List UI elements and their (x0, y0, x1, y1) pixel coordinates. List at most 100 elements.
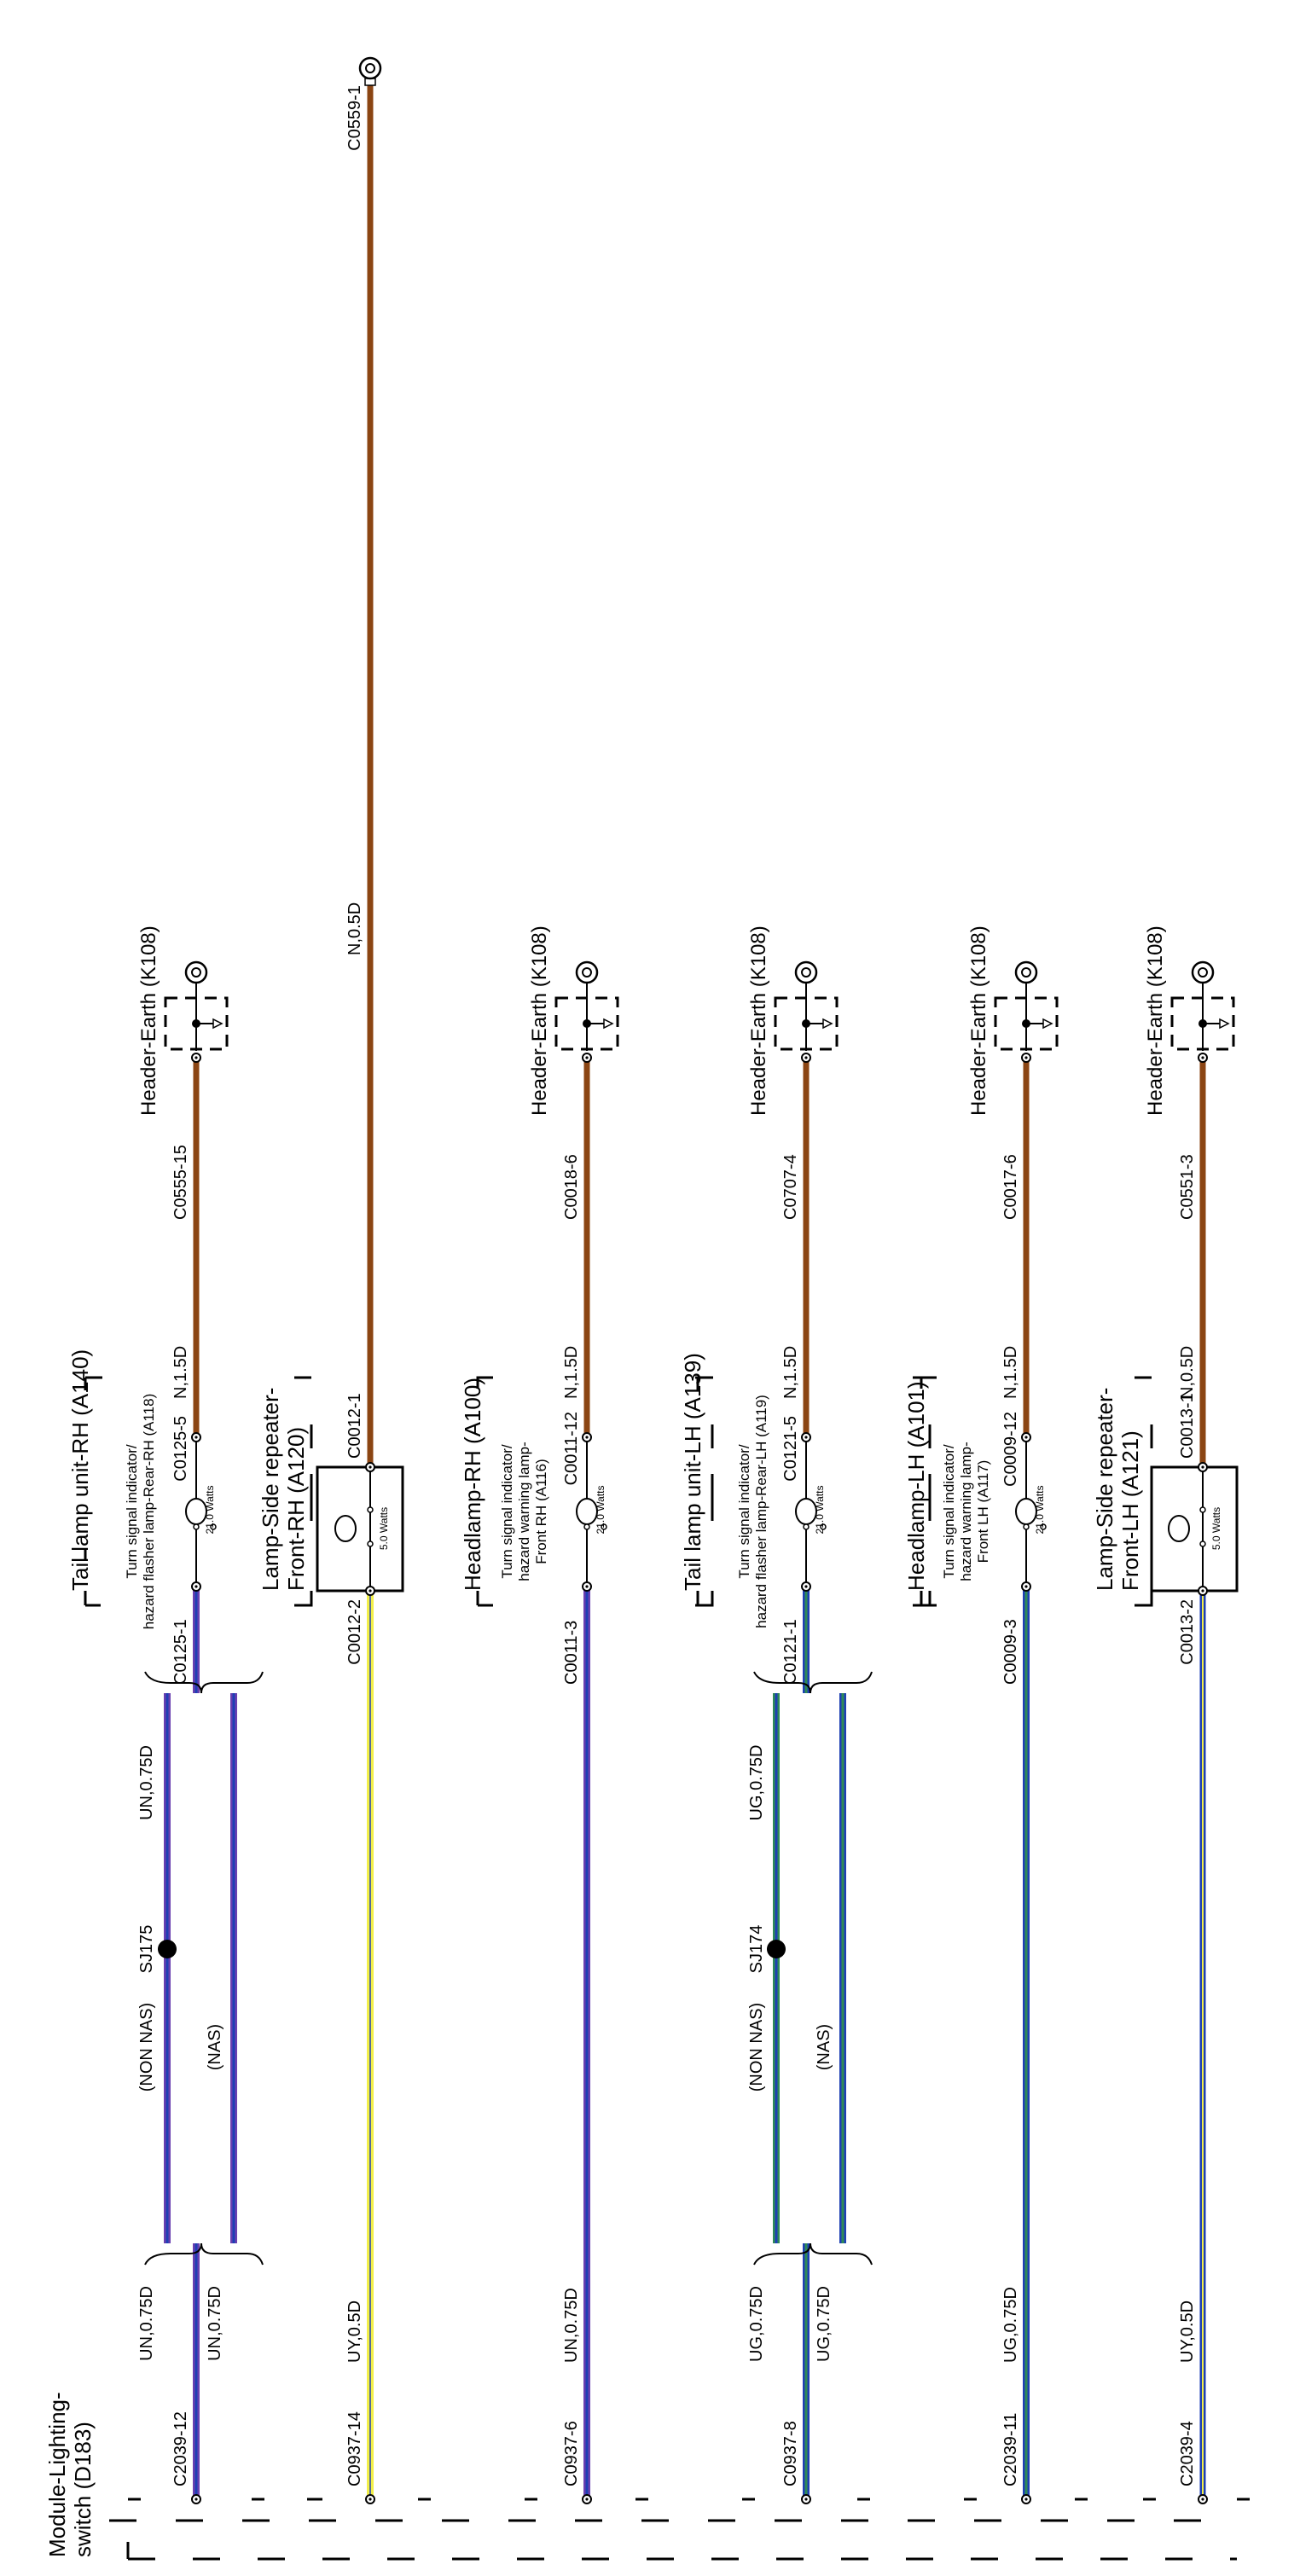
circuit-tail-lamp-lh: 21.0 Watts Header-Earth (K108) C0707-4 N… (680, 925, 931, 2504)
earth-label: Header-Earth (K108) (528, 925, 551, 1116)
component-function-line2: hazard flasher lamp-Rear-LH (A119) (753, 1395, 769, 1628)
lamp-watts: 5.0 Watts (1210, 1507, 1222, 1550)
lamp-bulb-icon (185, 1498, 217, 1530)
wire-nas-mid-label: (NAS) (815, 2024, 833, 2070)
component-function-line2: hazard warning lamp- (958, 1442, 974, 1581)
module-title-line2: switch (D183) (70, 2422, 96, 2557)
diagram-rotated: Module-Lighting- switch (D183) (44, 56, 1250, 2561)
earth-label: Header-Earth (K108) (1144, 925, 1167, 1116)
connector-bottom-label: C0012-2 (345, 1599, 364, 1665)
connector-bottom-label: C0125-1 (171, 1619, 190, 1685)
wire-un-non-nas (164, 1587, 200, 2499)
lamp-watts: 21.0 Watts (814, 1486, 826, 1535)
earth-connector-label: C0551-3 (1178, 1154, 1197, 1220)
earth-label: Header-Earth (K108) (747, 925, 770, 1116)
lamp-bulb-icon (1015, 1498, 1047, 1530)
circuit-headlamp-lh: 21.0 Watts Header-Earth (K108) C0017-6 N… (903, 925, 1153, 2504)
component-function-line2: hazard flasher lamp-Rear-RH (A118) (141, 1394, 157, 1630)
component-name-line2: Front-RH (A120) (283, 1427, 309, 1591)
bottom-wire-label: UG,0.75D (1001, 2287, 1020, 2363)
lamp-watts: 21.0 Watts (204, 1486, 216, 1535)
lamp-bulb-icon (795, 1498, 827, 1530)
top-wire-label: N,1.5D (1001, 1346, 1020, 1399)
component-name: Headlamp-RH (A100) (460, 1378, 485, 1591)
connector-bottom-label: C0013-2 (1178, 1599, 1197, 1665)
bottom-wire-label: UY,0.5D (1178, 2300, 1197, 2363)
circuit-headlamp-rh: 21.0 Watts Header-Earth (K108) C0018-6 N… (460, 925, 714, 2504)
bottom-connector-label: C0937-6 (562, 2421, 581, 2486)
eyelet-earth-icon (358, 56, 382, 86)
wire-nas-label: (NON NAS) (747, 2003, 766, 2092)
component-box (316, 1465, 404, 1593)
wire-low-label: UN,0.75D (137, 2286, 156, 2361)
lamp-bulb-icon (576, 1498, 607, 1530)
module-title-line1: Module-Lighting- (44, 2392, 70, 2557)
connector-top-label: C0013-1 (1178, 1393, 1197, 1459)
bottom-wire-label: UN,0.75D (562, 2288, 581, 2363)
component-function-line1: Turn signal indicator/ (124, 1444, 140, 1578)
wire-high-label: UG,0.75D (747, 1745, 766, 1821)
connector-bottom-label: C0121-1 (781, 1619, 800, 1685)
circuit-side-repeater-rh: 5.0 Watts C0559-1 N,0.5D C0012-1 C0012-2… (258, 56, 404, 2504)
wire-nas-mid-label: (NAS) (206, 2024, 224, 2070)
component-function-line2: hazard warning lamp- (516, 1442, 532, 1581)
component-name-line1: Lamp-Side repeater- (1092, 1388, 1117, 1591)
connector-bottom-label: C0009-3 (1001, 1619, 1020, 1685)
wire-low-label: UG,0.75D (747, 2286, 766, 2362)
top-wire-label: N,1.5D (781, 1346, 800, 1399)
connector-top-label: C0012-1 (345, 1393, 364, 1459)
earth-label: Header-Earth (K108) (137, 925, 160, 1116)
circuit-tail-lamp-rh: 21.0 Watts Header-Earth (K108) C0555-15 … (67, 925, 313, 2504)
component-outline (84, 1376, 313, 1607)
component-function-line1: Turn signal indicator/ (941, 1444, 957, 1578)
component-function-line3: Front RH (A116) (533, 1459, 549, 1564)
bottom-connector-label: C0937-8 (781, 2421, 800, 2486)
component-name-line2: Front-LH (A121) (1117, 1430, 1143, 1591)
component-name-line1: Lamp-Side repeater- (258, 1388, 283, 1591)
bottom-connector-label: C2039-12 (171, 2411, 190, 2486)
connector-top-label: C0121-5 (781, 1416, 800, 1482)
top-wire-label: N,1.5D (562, 1346, 581, 1399)
earth-connector-label: C0555-15 (171, 1145, 190, 1220)
component-name: Tail lamp unit-RH (A140) (67, 1349, 93, 1591)
circuit-side-repeater-lh: 5.0 Watts Header-Earth (K108) C0551-3 N,… (1092, 925, 1239, 2504)
earth-connector-label: C0707-4 (781, 1154, 800, 1220)
lamp-bulb-icon (334, 1506, 374, 1547)
lamp-watts: 5.0 Watts (378, 1507, 390, 1550)
bottom-wire-label: UY,0.5D (345, 2300, 364, 2363)
component-outline (696, 1376, 931, 1607)
lamp-watts: 21.0 Watts (1034, 1486, 1046, 1535)
earth-connector-label: C0017-6 (1001, 1154, 1020, 1220)
splice-dot (158, 1940, 177, 1958)
wire-nas-low-label: UG,0.75D (815, 2286, 833, 2362)
connector-top-label: C0009-12 (1001, 1412, 1020, 1487)
wire-high-label: UN,0.75D (137, 1745, 156, 1820)
connector-top-label: C0011-12 (562, 1412, 581, 1485)
component-function-line1: Turn signal indicator/ (736, 1444, 752, 1578)
top-wire-label: N,0.5D (1178, 1346, 1197, 1399)
bottom-connector-label: C2039-11 (1001, 2413, 1020, 2486)
top-wire-label: N,1.5D (171, 1346, 190, 1399)
bottom-connector-label: C2039-4 (1178, 2421, 1197, 2486)
splice-dot (767, 1940, 786, 1958)
component-name: Tail lamp unit-LH (A139) (680, 1353, 705, 1591)
wire-nas-low-label: UN,0.75D (206, 2286, 224, 2361)
connector-bottom-label: C0011-3 (562, 1621, 581, 1685)
bottom-connector-label: C0937-14 (345, 2411, 364, 2486)
splice-label: SJ174 (747, 1925, 766, 1974)
earth-connector-label: C0018-6 (562, 1154, 581, 1220)
lamp-bulb-icon (1168, 1506, 1206, 1547)
component-function-line3: Front LH (A117) (975, 1460, 991, 1564)
wire-ug-non-nas (773, 1587, 810, 2499)
lamp-watts: 21.0 Watts (595, 1486, 606, 1535)
lighting-switch-module: Module-Lighting- switch (D183) (44, 2392, 1237, 2561)
wire-nas-label: (NON NAS) (137, 2003, 156, 2092)
connector-top-label: C0125-5 (171, 1416, 190, 1482)
earth-label: Header-Earth (K108) (967, 925, 990, 1116)
component-box (1150, 1465, 1239, 1593)
earth-connector-label: C0559-1 (345, 85, 364, 151)
splice-label: SJ175 (137, 1925, 156, 1974)
component-name: Headlamp-LH (A101) (903, 1381, 929, 1591)
component-function-line1: Turn signal indicator/ (499, 1444, 515, 1578)
